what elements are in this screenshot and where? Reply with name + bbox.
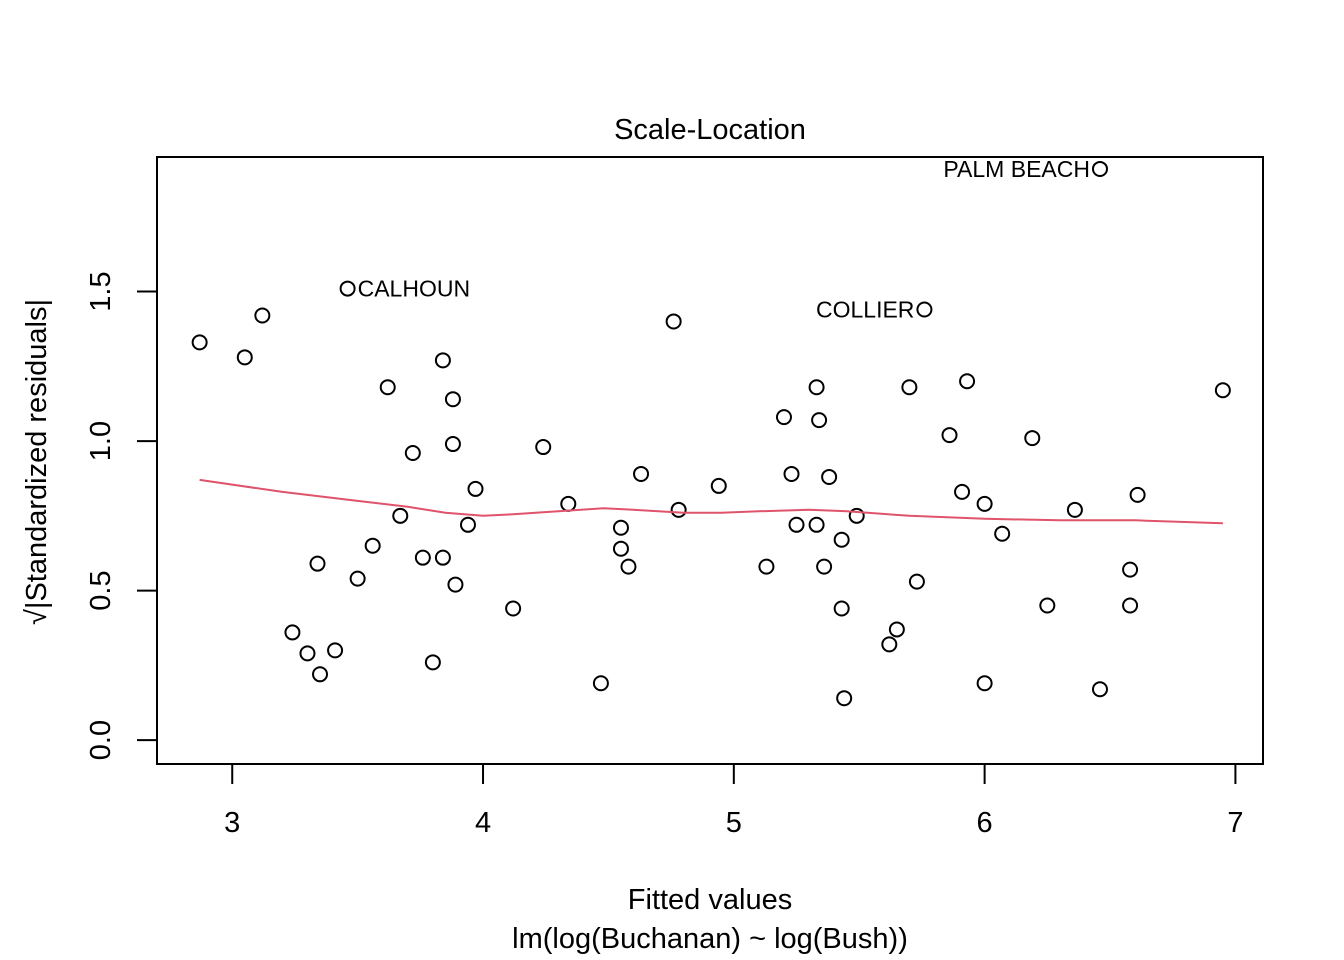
data-point bbox=[916, 301, 933, 318]
data-point bbox=[775, 409, 792, 426]
chart-title: Scale-Location bbox=[614, 114, 806, 146]
point-annotation-label: COLLIER bbox=[816, 296, 914, 322]
smoother-line bbox=[199, 478, 1223, 525]
data-point bbox=[620, 558, 637, 575]
data-point bbox=[665, 313, 682, 330]
data-point bbox=[312, 666, 329, 683]
y-axis: 0.0 0.5 1.0 1.5 bbox=[85, 271, 158, 760]
data-point bbox=[1122, 597, 1139, 614]
data-point bbox=[994, 525, 1011, 542]
data-point bbox=[236, 349, 253, 366]
x-axis-label: Fitted values bbox=[628, 884, 792, 916]
y-tick-label: 0.0 bbox=[85, 720, 117, 760]
data-point bbox=[254, 307, 271, 324]
x-axis-sublabel: lm(log(Buchanan) ~ log(Bush)) bbox=[512, 923, 908, 955]
data-point bbox=[404, 445, 421, 462]
x-tick-label: 5 bbox=[726, 807, 742, 839]
data-point bbox=[459, 516, 476, 533]
data-point bbox=[424, 654, 441, 671]
data-point bbox=[954, 483, 971, 500]
data-point bbox=[191, 334, 208, 351]
data-point bbox=[908, 573, 925, 590]
data-point bbox=[309, 555, 326, 572]
x-axis: 3 4 5 6 7 bbox=[224, 763, 1243, 839]
y-tick-label: 0.5 bbox=[85, 570, 117, 610]
data-point bbox=[1039, 597, 1056, 614]
data-point bbox=[284, 624, 301, 641]
y-tick-label: 1.0 bbox=[85, 421, 117, 461]
data-point bbox=[1091, 681, 1108, 698]
data-point bbox=[299, 645, 316, 662]
data-point bbox=[836, 690, 853, 707]
data-point bbox=[535, 439, 552, 456]
data-point bbox=[758, 558, 775, 575]
data-point bbox=[633, 465, 650, 482]
data-point bbox=[1214, 382, 1231, 399]
data-point bbox=[612, 540, 629, 557]
data-point bbox=[364, 537, 381, 554]
x-tick-label: 4 bbox=[475, 807, 491, 839]
data-point bbox=[444, 436, 461, 453]
data-point bbox=[444, 391, 461, 408]
data-point bbox=[1066, 501, 1083, 518]
data-point bbox=[1129, 486, 1146, 503]
data-point bbox=[848, 507, 865, 524]
y-axis-label: √|Standardized residuals| bbox=[21, 299, 53, 625]
data-point bbox=[392, 507, 409, 524]
y-tick-label: 1.5 bbox=[85, 271, 117, 311]
data-point bbox=[1091, 160, 1108, 177]
data-point bbox=[881, 636, 898, 653]
x-tick-label: 3 bbox=[224, 807, 240, 839]
data-points bbox=[191, 160, 1231, 707]
data-point bbox=[434, 352, 451, 369]
data-point bbox=[808, 516, 825, 533]
data-point bbox=[821, 468, 838, 485]
data-point bbox=[434, 549, 451, 566]
data-point bbox=[467, 480, 484, 497]
data-point bbox=[592, 675, 609, 692]
data-point bbox=[612, 519, 629, 536]
data-point bbox=[349, 570, 366, 587]
x-ticks: 3 4 5 6 7 bbox=[224, 763, 1243, 839]
data-point bbox=[833, 531, 850, 548]
data-point bbox=[808, 379, 825, 396]
data-point bbox=[888, 621, 905, 638]
data-point bbox=[414, 549, 431, 566]
point-annotation-label: PALM BEACH bbox=[943, 156, 1090, 182]
data-point bbox=[505, 600, 522, 617]
data-point bbox=[788, 516, 805, 533]
y-ticks: 0.0 0.5 1.0 1.5 bbox=[85, 271, 158, 760]
data-point bbox=[941, 427, 958, 444]
plot-frame bbox=[156, 156, 1264, 765]
data-point bbox=[959, 373, 976, 390]
data-point bbox=[339, 280, 356, 297]
data-point bbox=[976, 495, 993, 512]
data-point bbox=[1122, 561, 1139, 578]
data-point bbox=[833, 600, 850, 617]
data-point bbox=[379, 379, 396, 396]
point-annotation-label: CALHOUN bbox=[358, 276, 470, 302]
data-point bbox=[1024, 430, 1041, 447]
data-point bbox=[783, 465, 800, 482]
data-point bbox=[327, 642, 344, 659]
data-point bbox=[976, 675, 993, 692]
data-point bbox=[560, 495, 577, 512]
data-point bbox=[710, 477, 727, 494]
data-point bbox=[670, 501, 687, 518]
x-tick-label: 6 bbox=[977, 807, 993, 839]
point-annotations: CALHOUN COLLIER PALM BEACH bbox=[358, 156, 1090, 323]
data-point bbox=[447, 576, 464, 593]
data-point bbox=[901, 379, 918, 396]
data-point bbox=[816, 558, 833, 575]
data-point bbox=[811, 412, 828, 429]
x-tick-label: 7 bbox=[1227, 807, 1243, 839]
